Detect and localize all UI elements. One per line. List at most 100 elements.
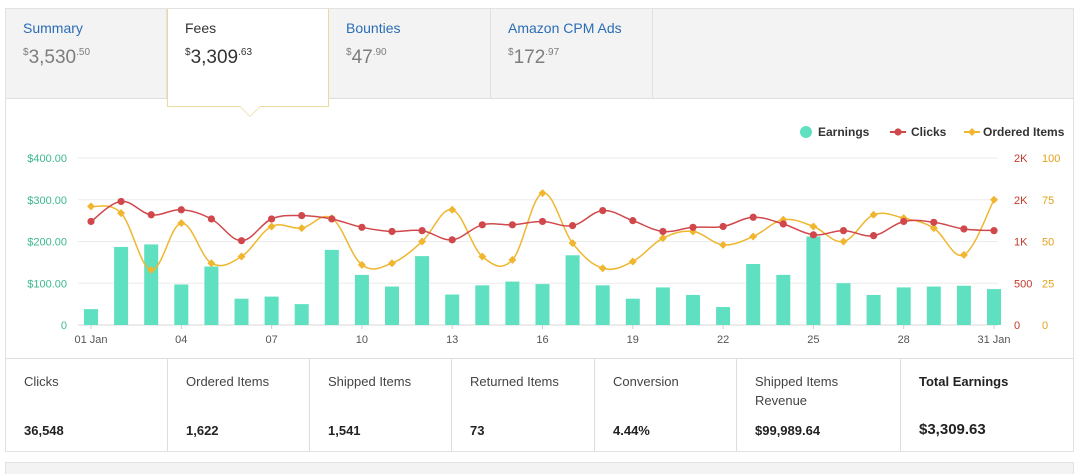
ordered-items-point (388, 259, 396, 268)
clicks-point (629, 217, 637, 225)
ordered-items-point (177, 219, 186, 228)
ordered-items-point (207, 259, 216, 268)
ordered-items-point (267, 222, 276, 231)
stat-value: 4.44% (613, 423, 650, 438)
earnings-bar (956, 285, 971, 325)
stat-value: 36,548 (24, 423, 64, 438)
earnings-bar (776, 274, 791, 325)
clicks-point (900, 217, 908, 226)
stat-label: Clicks (24, 374, 59, 389)
currency-symbol: $ (185, 47, 191, 58)
earnings-bar (625, 298, 640, 325)
clicks-point (689, 223, 697, 231)
x-axis-tick-label: 16 (536, 334, 548, 346)
tab-summary[interactable]: Summary $3,530.50 (6, 9, 167, 99)
ordered-items-point (628, 257, 637, 266)
tab-amazon-cpm-ads[interactable]: Amazon CPM Ads $172.97 (491, 9, 653, 99)
earnings-bar (385, 286, 399, 325)
clicks-axis-tick: 1K (1014, 237, 1028, 249)
tab-bounties[interactable]: Bounties $47.90 (329, 9, 491, 99)
items-axis-tick: 25 (1042, 278, 1054, 290)
amount-decimal: .90 (372, 47, 387, 58)
earnings-chart: 0 0 0 $100.00 500 25 $200.00 1K 50 $300.00 2K 75 $40… (27, 125, 1065, 346)
stat-value: $99,989.64 (755, 423, 821, 438)
amount-decimal: .63 (238, 47, 253, 58)
clicks-point (990, 227, 998, 235)
clicks-point (960, 225, 968, 233)
report-tabs: Summary $3,530.50 Fees $3,309.63 Bountie… (6, 9, 1073, 107)
x-axis-tick-label: 01 Jan (74, 334, 107, 346)
tab-fees[interactable]: Fees $3,309.63 (167, 9, 329, 107)
amount-integer: 172 (513, 47, 546, 68)
tab-label: Amazon CPM Ads (508, 20, 622, 36)
earnings-bar (294, 304, 309, 325)
earnings-bar (234, 298, 249, 325)
ordered-items-point (478, 252, 487, 261)
earnings-bar (264, 296, 279, 325)
stat-label: Shipped Items (328, 374, 412, 389)
clicks-point (749, 213, 757, 221)
currency-symbol: $ (346, 47, 352, 58)
clicks-point (779, 220, 787, 228)
stats-row: Clicks 36,548 Ordered Items 1,622 Shippe… (6, 358, 1073, 452)
clicks-axis-tick: 0 (1014, 320, 1020, 332)
clicks-point (388, 227, 396, 236)
stat-shipped-items: Shipped Items 1,541 (310, 359, 452, 452)
legend-ordered-items-icon (968, 128, 976, 136)
amount-integer: 47 (351, 47, 373, 68)
ordered-items-point (779, 215, 788, 224)
earnings-bar (595, 285, 610, 325)
tab-label: Fees (185, 20, 217, 36)
earnings-bar (114, 246, 129, 325)
clicks-point (809, 231, 818, 239)
ordered-items-point (839, 237, 848, 246)
x-axis-tick-label: 28 (898, 334, 910, 346)
x-axis-tick-label: 07 (265, 334, 277, 346)
clicks-point (719, 222, 727, 231)
items-axis-tick: 50 (1042, 237, 1054, 249)
clicks-point (508, 221, 516, 229)
clicks-point (659, 227, 667, 236)
stat-returned-items: Returned Items 73 (452, 359, 595, 452)
ordered-items-point (538, 189, 547, 198)
x-axis-tick-label: 31 Jan (977, 334, 1010, 346)
legend-clicks-label: Clicks (911, 125, 947, 139)
x-axis-tick-label: 04 (175, 334, 187, 346)
tab-amount: $47.90 (346, 47, 490, 69)
amount-decimal: .97 (545, 47, 560, 58)
ordered-items-point (357, 260, 366, 269)
clicks-point (117, 197, 125, 206)
earnings-bar (84, 309, 98, 325)
earnings-bar (896, 287, 911, 325)
left-axis-tick: $300.00 (27, 195, 67, 207)
stat-clicks: Clicks 36,548 (6, 359, 168, 452)
earnings-bar (204, 266, 219, 325)
ordered-items-point (598, 264, 607, 273)
legend-earnings-icon (800, 126, 812, 138)
items-axis-tick: 0 (1042, 320, 1048, 332)
clicks-point (328, 215, 336, 223)
legend-clicks-icon (894, 128, 902, 136)
clicks-point (87, 217, 95, 226)
x-axis-tick-label: 13 (446, 334, 458, 346)
earnings-bar (475, 285, 490, 325)
x-axis-tick-label: 19 (627, 334, 639, 346)
clicks-point (268, 215, 276, 223)
earnings-bar (806, 236, 821, 325)
clicks-point (147, 211, 155, 219)
clicks-point (538, 217, 547, 226)
ordered-items-point (508, 255, 517, 264)
legend-ordered-items-label: Ordered Items (983, 125, 1065, 139)
stat-value: 1,541 (328, 423, 361, 438)
x-axis-tick-label: 10 (356, 334, 368, 346)
stat-value: $3,309.63 (919, 421, 986, 438)
stat-label: Shipped Items Revenue (755, 374, 839, 408)
clicks-axis-tick: 2K (1014, 195, 1028, 207)
clicks-point (599, 207, 607, 215)
ordered-items-point (990, 195, 998, 204)
ordered-items-point (929, 224, 938, 233)
clicks-axis-tick: 500 (1014, 278, 1032, 290)
clicks-point (930, 218, 938, 226)
ordered-items-point (87, 202, 95, 211)
ordered-items-point (418, 237, 427, 246)
